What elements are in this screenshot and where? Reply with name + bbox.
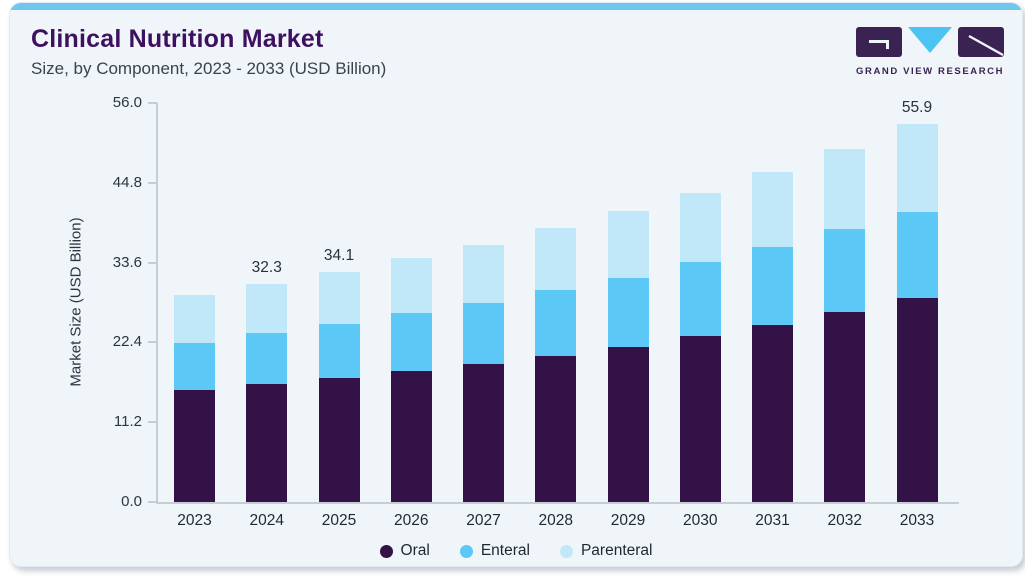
y-tick-label: 44.8 xyxy=(112,173,142,191)
bar-segment-enteral-2026 xyxy=(390,313,432,371)
y-tick-label: 11.2 xyxy=(113,413,142,431)
legend-dot-oral xyxy=(379,544,393,558)
x-axis-line xyxy=(156,502,959,504)
y-tick-mark xyxy=(148,421,157,424)
x-tick-label-2026: 2026 xyxy=(394,512,429,529)
grand-view-research-logo: GRAND VIEW RESEARCH xyxy=(856,27,1004,77)
legend-label: Oral xyxy=(400,542,430,559)
legend-label: Enteral xyxy=(480,542,530,559)
legend: Oral Enteral Parenteral xyxy=(10,539,1022,563)
bar-segment-oral-2023 xyxy=(174,389,215,502)
bar-segment-parenteral-2023 xyxy=(174,295,215,343)
bar-segment-enteral-2029 xyxy=(607,278,649,348)
bar-segment-enteral-2031 xyxy=(752,246,793,325)
y-tick-mark xyxy=(148,181,157,184)
x-tick-label-2030: 2030 xyxy=(683,512,718,529)
chart-card: Clinical Nutrition Market Size, by Compo… xyxy=(9,2,1023,567)
bar-segment-oral-2024 xyxy=(246,383,288,502)
bar-segment-parenteral-2028 xyxy=(535,228,577,290)
bar-value-label-2024: 32.3 xyxy=(251,258,282,276)
y-tick-mark xyxy=(148,102,157,104)
bar-segment-enteral-2033 xyxy=(896,212,938,298)
bar-segment-oral-2029 xyxy=(607,347,649,502)
x-tick-label-2033: 2033 xyxy=(899,512,935,529)
y-tick-mark xyxy=(148,261,157,264)
y-tick-mark xyxy=(148,341,157,344)
legend-dot-parenteral xyxy=(559,544,573,558)
legend-dot-enteral xyxy=(459,544,473,558)
bar-value-label-2033: 55.9 xyxy=(901,99,933,117)
x-tick-label-2028: 2028 xyxy=(538,512,573,529)
bar-segment-oral-2026 xyxy=(390,370,432,502)
bar-value-label-2025: 34.1 xyxy=(323,246,355,264)
plot-area: 2023 32.3 2024 34.1 2025 2026 2027 2028 2029 2030… xyxy=(156,99,959,529)
bar-segment-oral-2032 xyxy=(824,312,866,502)
accent-strip xyxy=(10,3,1022,10)
x-tick-label-2029: 2029 xyxy=(610,512,646,529)
bar-segment-enteral-2030 xyxy=(679,262,721,337)
legend-label: Parenteral xyxy=(580,542,653,559)
bar-segment-enteral-2032 xyxy=(824,229,866,313)
bar-segment-parenteral-2032 xyxy=(824,149,866,229)
bar-segment-enteral-2024 xyxy=(246,333,288,384)
bar-segment-parenteral-2030 xyxy=(679,192,721,263)
bar-segment-parenteral-2029 xyxy=(607,210,649,279)
bar-segment-oral-2033 xyxy=(896,297,938,502)
y-axis-title: Market Size (USD Billion) xyxy=(67,217,85,387)
y-tick-label: 0.0 xyxy=(121,493,142,510)
bar-segment-enteral-2028 xyxy=(535,289,577,357)
bar-segment-oral-2030 xyxy=(679,336,721,502)
legend-item-oral: Oral xyxy=(379,542,430,560)
bar-segment-oral-2027 xyxy=(463,364,504,502)
logo-text: GRAND VIEW RESEARCH xyxy=(856,66,1005,77)
page-subtitle: Size, by Component, 2023 - 2033 (USD Bil… xyxy=(31,59,387,78)
bar-segment-oral-2028 xyxy=(535,356,577,502)
bar-segment-oral-2031 xyxy=(752,324,793,502)
x-tick-label-2025: 2025 xyxy=(321,512,357,529)
bar-segment-parenteral-2024 xyxy=(246,283,288,334)
x-tick-label-2027: 2027 xyxy=(466,512,501,529)
y-axis-line xyxy=(156,103,158,504)
bar-segment-enteral-2023 xyxy=(174,342,215,390)
legend-item-enteral: Enteral xyxy=(459,542,530,560)
bar-segment-enteral-2027 xyxy=(463,302,504,365)
bar-segment-enteral-2025 xyxy=(318,324,360,379)
bar-segment-parenteral-2031 xyxy=(752,171,793,247)
bar-segment-parenteral-2027 xyxy=(463,244,504,303)
bar-segment-parenteral-2033 xyxy=(896,124,938,213)
x-tick-label-2032: 2032 xyxy=(827,512,862,529)
legend-item-parenteral: Parenteral xyxy=(559,542,653,560)
y-tick-label: 56.0 xyxy=(112,94,142,111)
bar-segment-parenteral-2026 xyxy=(390,258,432,314)
x-tick-label-2023: 2023 xyxy=(177,512,212,529)
gvr-logo-icon xyxy=(856,27,1004,57)
x-tick-label-2024: 2024 xyxy=(249,512,284,529)
bar-segment-parenteral-2025 xyxy=(318,271,360,325)
y-tick-label: 33.6 xyxy=(112,253,142,271)
x-tick-label-2031: 2031 xyxy=(755,512,790,529)
y-tick-mark xyxy=(148,501,157,503)
bar-segment-oral-2025 xyxy=(318,378,360,502)
y-tick-label: 22.4 xyxy=(112,333,142,351)
page-title: Clinical Nutrition Market xyxy=(31,25,324,53)
